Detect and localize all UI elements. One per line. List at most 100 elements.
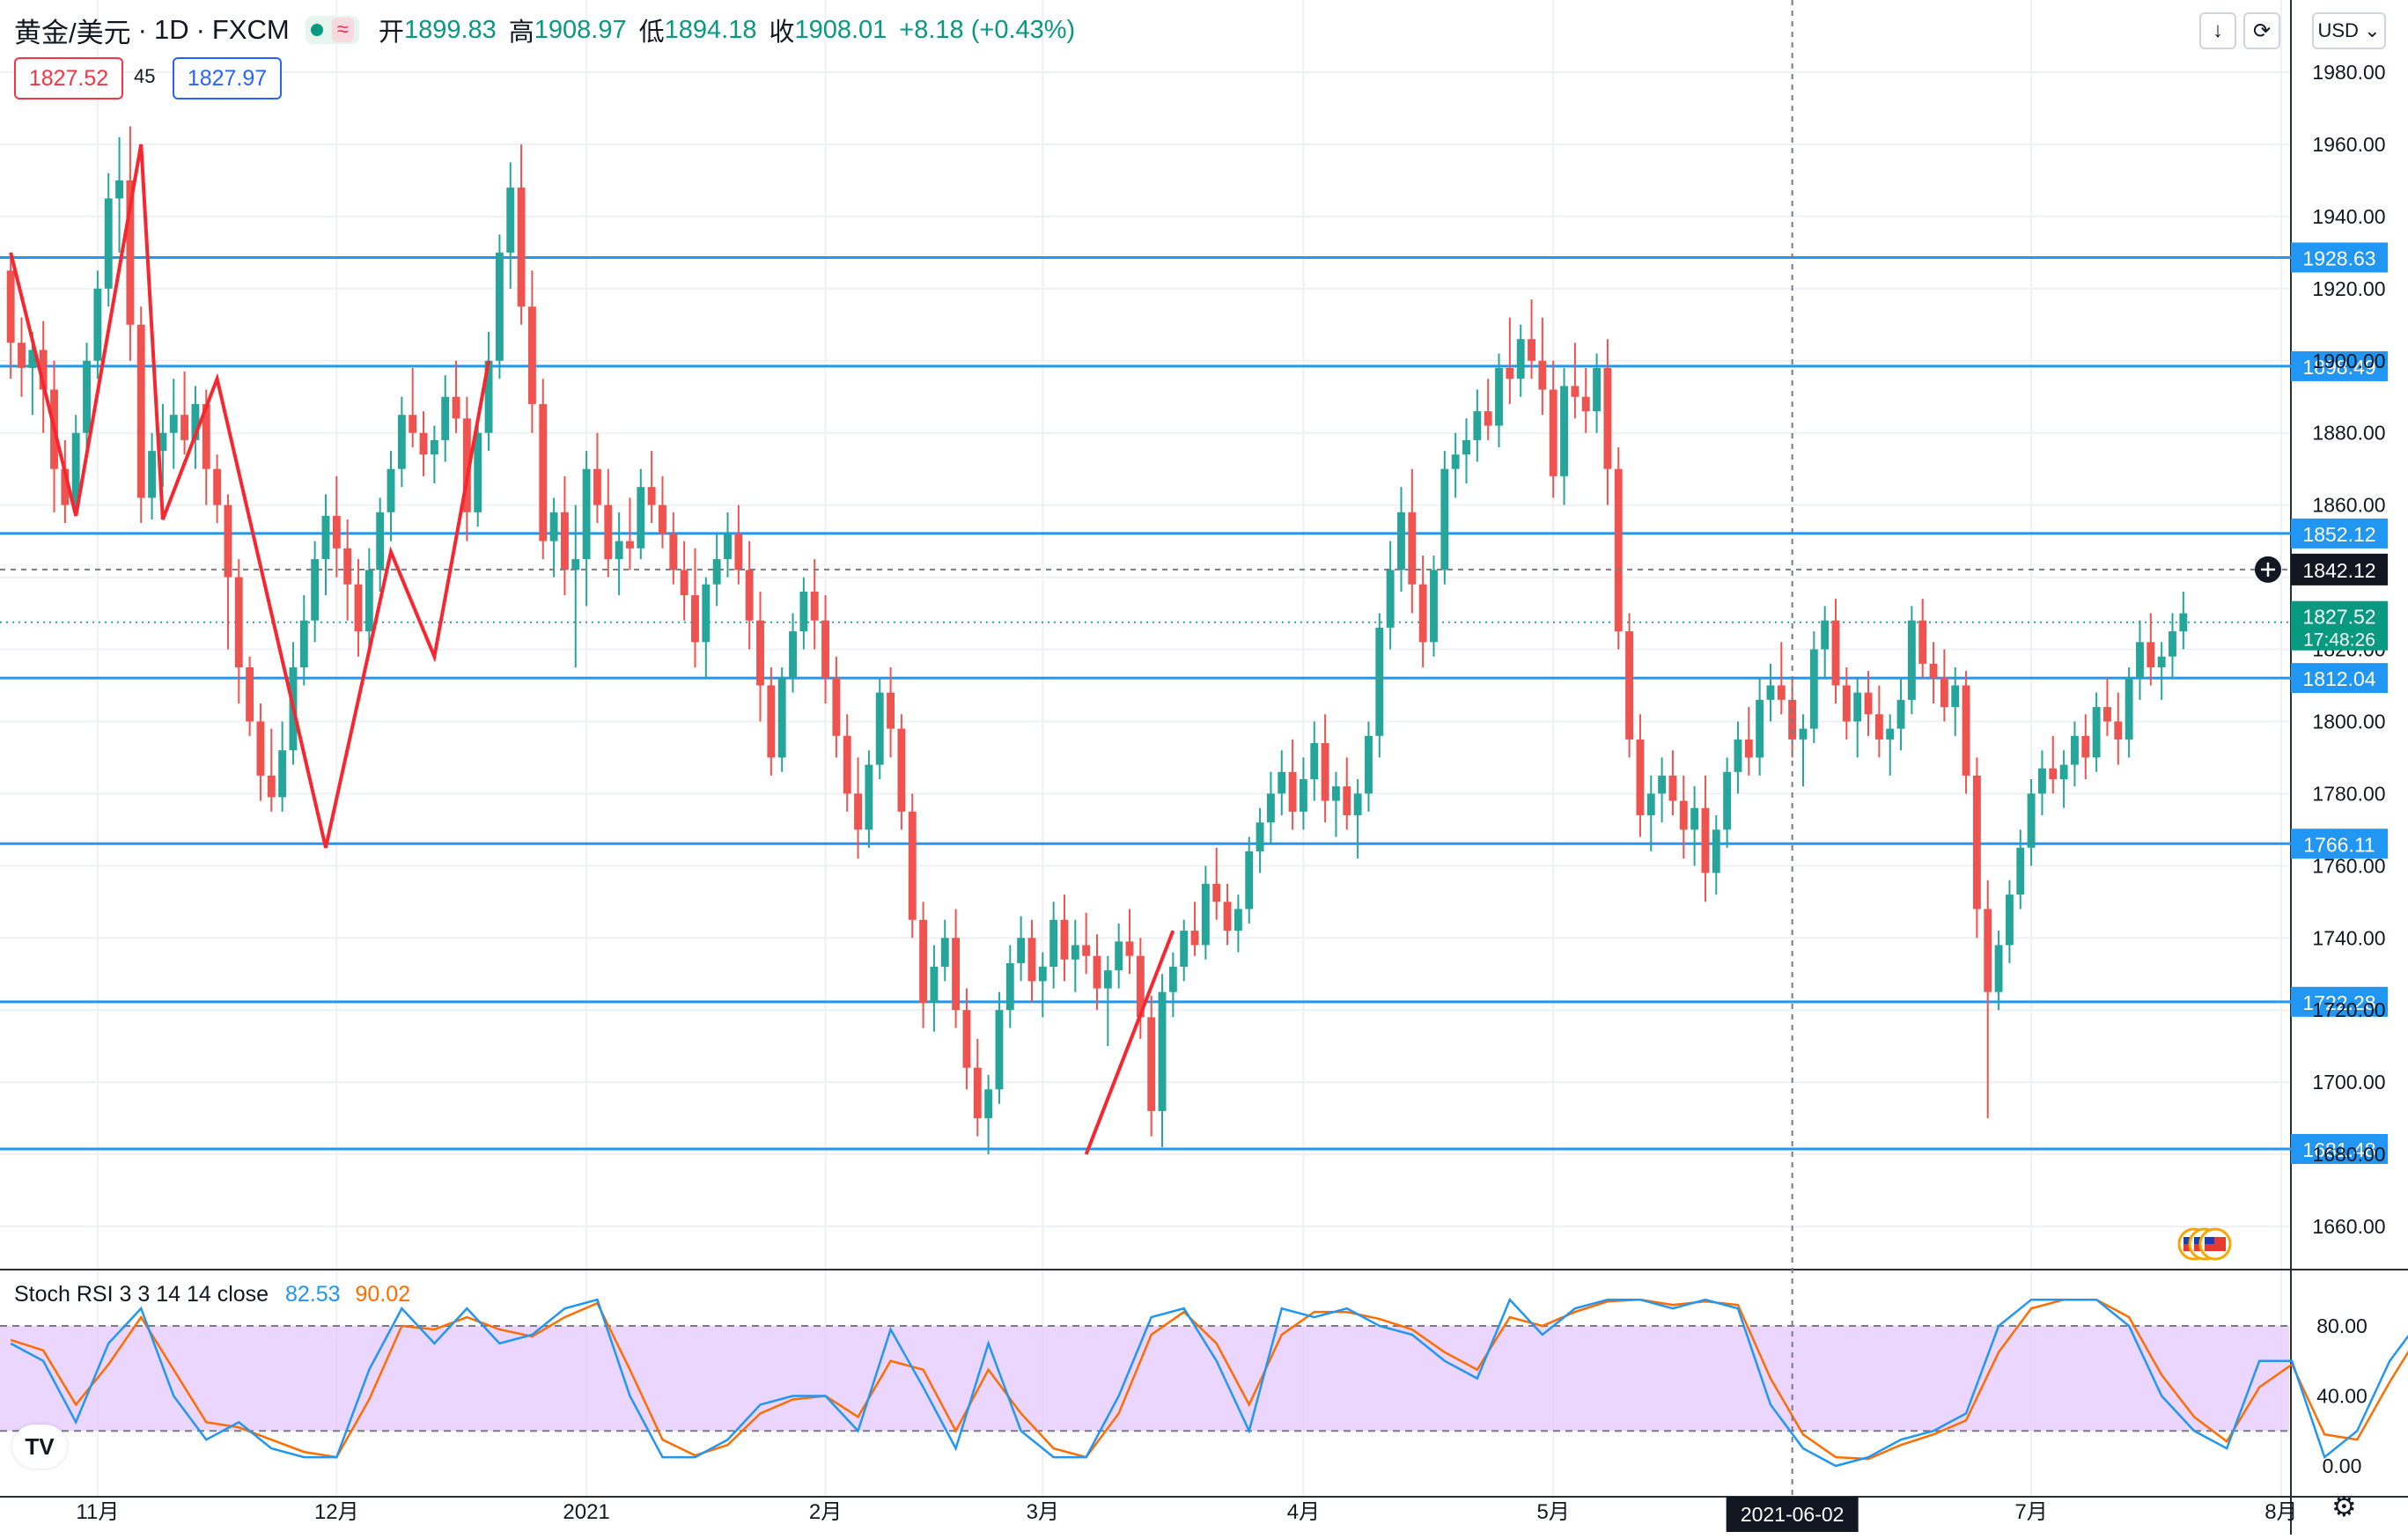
candle-body bbox=[887, 692, 895, 729]
candle-body bbox=[191, 403, 200, 440]
candle-body bbox=[1668, 775, 1677, 801]
candle-body bbox=[2169, 631, 2176, 657]
gear-icon[interactable]: ⚙ bbox=[2331, 1491, 2357, 1522]
candle-body bbox=[626, 541, 634, 549]
exchange: FXCM bbox=[211, 14, 290, 45]
candle-body bbox=[1071, 945, 1079, 960]
candle-body bbox=[897, 728, 906, 812]
candle-body bbox=[1972, 775, 1981, 909]
candle-body bbox=[169, 415, 178, 433]
price-tick-label: 1860.00 bbox=[2312, 494, 2385, 517]
candle-body bbox=[1093, 955, 1101, 989]
time-tick-label: 5月 bbox=[1537, 1500, 1570, 1524]
status-badges[interactable]: ≈ bbox=[305, 16, 359, 44]
stoch-tick-label: 80.00 bbox=[2316, 1314, 2367, 1337]
candle-body bbox=[213, 468, 222, 505]
change-value: +8.18 (+0.43%) bbox=[899, 15, 1076, 44]
price-tick-label: 1780.00 bbox=[2312, 782, 2385, 805]
candle-body bbox=[246, 666, 254, 722]
candle-body bbox=[832, 678, 841, 736]
candle-body bbox=[1821, 620, 1830, 650]
candle-body bbox=[83, 360, 91, 433]
candle-body bbox=[1571, 386, 1580, 397]
candle-body bbox=[1918, 620, 1927, 664]
candle-body bbox=[1408, 512, 1417, 585]
candle-body bbox=[691, 595, 699, 643]
candle-body bbox=[1984, 909, 1992, 992]
interval[interactable]: 1D bbox=[153, 14, 189, 45]
flag-icon bbox=[2205, 1237, 2214, 1244]
stoch-k-line bbox=[10, 1297, 2408, 1468]
candle-body bbox=[1744, 739, 1753, 758]
candle-body bbox=[2092, 707, 2101, 758]
price-tick-label: 1680.00 bbox=[2312, 1143, 2385, 1166]
candle-body bbox=[365, 570, 373, 632]
candle-body bbox=[1473, 411, 1482, 440]
candle-body bbox=[930, 967, 939, 1003]
candle-body bbox=[332, 515, 341, 549]
time-tick-label: 7月 bbox=[2014, 1500, 2047, 1524]
candle-body bbox=[821, 620, 829, 679]
open-label: 开 bbox=[378, 18, 404, 47]
candle-body bbox=[2005, 895, 2014, 946]
currency-select[interactable]: USD ⌄ bbox=[2312, 12, 2386, 49]
candle-body bbox=[1223, 902, 1232, 932]
price-axis: 1928.63 1898.49 1852.12 1812.04 1766.11 1722.… bbox=[2291, 61, 2388, 1477]
candle-body bbox=[1658, 775, 1667, 794]
candle-body bbox=[2071, 735, 2079, 765]
level-label: 1766.11 bbox=[2303, 833, 2375, 856]
candle-body bbox=[940, 938, 949, 968]
candle-body bbox=[419, 432, 428, 455]
candle-body bbox=[593, 468, 601, 505]
candle-body bbox=[311, 559, 320, 621]
sell-button[interactable]: 1827.52 bbox=[14, 57, 123, 99]
candle-body bbox=[1625, 631, 1634, 740]
candle-body bbox=[702, 584, 711, 643]
crosshair-price-label: 1842.12 bbox=[2302, 559, 2375, 582]
arrow-down-icon[interactable]: ↓ bbox=[2199, 12, 2236, 49]
candle-body bbox=[1777, 685, 1786, 700]
candle-body bbox=[1712, 829, 1720, 873]
candle-body bbox=[571, 559, 580, 571]
candle-body bbox=[615, 541, 623, 560]
candle-body bbox=[1332, 786, 1340, 801]
candle-body bbox=[376, 512, 385, 571]
candle-body bbox=[799, 591, 808, 632]
candle-body bbox=[1365, 735, 1373, 794]
refresh-icon[interactable]: ⟳ bbox=[2243, 12, 2280, 49]
candle-body bbox=[1017, 938, 1026, 963]
candle-body bbox=[1233, 909, 1242, 932]
last-price-bg bbox=[2291, 600, 2388, 651]
candle-body bbox=[1451, 454, 1460, 469]
candle-body bbox=[148, 451, 157, 498]
candle-body bbox=[321, 515, 330, 560]
candle-body bbox=[397, 415, 406, 469]
buy-button[interactable]: 1827.97 bbox=[173, 57, 282, 99]
candle-body bbox=[387, 468, 395, 512]
candle-body bbox=[2027, 793, 2036, 848]
indicator-legend[interactable]: Stoch RSI 3 3 14 14 close 82.53 90.02 bbox=[14, 1282, 410, 1307]
candle-body bbox=[1266, 793, 1275, 823]
candle-body bbox=[1321, 743, 1329, 801]
time-tick-label: 8月 bbox=[2264, 1500, 2297, 1524]
candle-body bbox=[1027, 938, 1036, 982]
candle-body bbox=[278, 750, 287, 798]
candle-body bbox=[202, 403, 210, 469]
candle-body bbox=[1646, 793, 1655, 815]
candle-body bbox=[180, 415, 189, 440]
tradingview-logo[interactable]: TV bbox=[12, 1425, 67, 1469]
candle-body bbox=[865, 764, 873, 830]
candle-body bbox=[517, 188, 526, 307]
candle-body bbox=[952, 938, 961, 1011]
candle-body bbox=[582, 468, 591, 560]
candle-body bbox=[2103, 707, 2111, 722]
spread-value: 45 bbox=[134, 65, 156, 87]
symbol-name[interactable]: 黄金/美元 bbox=[14, 17, 131, 48]
candle-body bbox=[1147, 1017, 1156, 1111]
candle-body bbox=[61, 468, 70, 505]
level-label-bg bbox=[2291, 350, 2388, 381]
trend-zigzag bbox=[1084, 930, 1175, 1155]
time-tick-label: 3月 bbox=[1027, 1500, 1059, 1524]
